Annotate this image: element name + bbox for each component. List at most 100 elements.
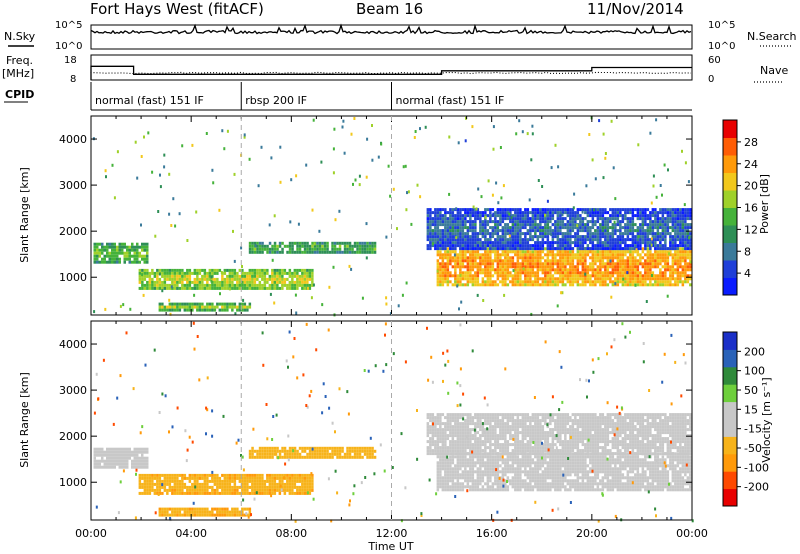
power-echo-cell-5: [671, 220, 675, 224]
power-echo-cell-4: [654, 274, 657, 278]
power-echo-cell-3: [196, 302, 199, 306]
velocity-echo-cell-4: [484, 455, 487, 459]
power-echo-cell-4: [521, 280, 525, 284]
power-echo-cell-1: [306, 283, 309, 287]
power-echo-cell-5: [576, 247, 580, 251]
power-echo-cell-4: [539, 253, 542, 257]
power-echo-cell-2: [311, 241, 314, 245]
power-echo-cell-1: [163, 271, 167, 275]
power-scatter-cell: [492, 147, 495, 151]
power-echo-cell-5: [451, 235, 455, 239]
power-echo-cell-4: [639, 256, 642, 260]
power-echo-cell-5: [681, 235, 685, 239]
velocity-echo-cell-1: [218, 491, 222, 495]
power-echo-cell-4: [511, 259, 515, 263]
power-echo-cell-5: [526, 232, 530, 236]
power-echo-cell-5: [671, 214, 675, 218]
power-echo-cell-5: [646, 241, 650, 245]
power-scatter-cell: [358, 183, 361, 187]
power-echo-cell-5: [556, 244, 560, 248]
power-scatter-cell: [459, 273, 462, 277]
power-echo-cell-2: [248, 241, 252, 245]
power-echo-cell-5: [471, 226, 475, 230]
power-echo-cell-4: [639, 259, 642, 263]
power-echo-cell-4: [549, 262, 552, 266]
power-echo-cell-5: [599, 238, 602, 242]
power-echo-cell-4: [681, 283, 685, 287]
power-echo-cell-1: [228, 268, 232, 272]
power-echo-cell-5: [651, 208, 655, 212]
velocity-echo-cell-1: [178, 473, 182, 477]
power-echo-cell-1: [166, 271, 169, 275]
power-echo-cell-1: [228, 283, 232, 287]
power-echo-cell-0: [123, 260, 126, 264]
power-echo-cell-4: [504, 259, 507, 263]
velocity-echo-cell-2: [283, 455, 287, 459]
power-echo-cell-4: [571, 271, 575, 275]
power-echo-cell-4: [634, 265, 637, 269]
power-echo-cell-2: [331, 247, 334, 251]
power-echo-cell-5: [669, 217, 672, 221]
velocity-echo-cell-4: [476, 467, 480, 471]
power-echo-cell-5: [621, 247, 625, 251]
velocity-echo-cell-4: [491, 455, 495, 459]
power-echo-cell-5: [589, 247, 592, 251]
power-echo-cell-4: [489, 274, 492, 278]
power-echo-cell-5: [539, 208, 542, 212]
power-echo-cell-5: [661, 232, 665, 236]
power-echo-cell-5: [644, 220, 647, 224]
power-scatter-cell: [170, 224, 173, 227]
velocity-echo-cell-0: [111, 456, 114, 460]
power-echo-cell-4: [591, 274, 595, 278]
power-scatter-cell: [168, 172, 171, 176]
power-echo-cell-4: [571, 259, 575, 263]
power-scatter-cell: [147, 131, 150, 135]
power-echo-cell-4: [681, 280, 685, 284]
power-echo-cell-5: [536, 214, 540, 218]
power-scatter-cell: [348, 264, 351, 268]
power-echo-cell-2: [338, 241, 342, 245]
power-echo-cell-4: [611, 256, 615, 260]
power-echo-cell-4: [509, 256, 512, 260]
power-echo-cell-4: [631, 262, 635, 266]
power-echo-cell-1: [263, 283, 267, 287]
velocity-echo-cell-1: [266, 488, 269, 492]
power-scatter-cell: [122, 303, 125, 307]
power-echo-cell-5: [524, 220, 527, 224]
power-echo-cell-4: [601, 265, 605, 269]
power-echo-cell-4: [471, 268, 475, 272]
power-echo-cell-4: [441, 259, 445, 263]
power-echo-cell-5: [584, 211, 587, 215]
power-scatter-cell: [260, 145, 263, 149]
power-echo-cell-4: [446, 268, 450, 272]
power-echo-cell-1: [298, 280, 302, 284]
power-echo-cell-4: [574, 271, 577, 275]
velocity-echo-cell-1: [198, 482, 202, 486]
power-echo-cell-4: [681, 259, 685, 263]
power-echo-cell-5: [676, 235, 680, 239]
power-echo-cell-1: [268, 283, 272, 287]
velocity-echo-cell-1: [156, 485, 159, 489]
velocity-echo-cell-1: [256, 479, 259, 483]
power-echo-cell-5: [481, 241, 485, 245]
velocity-echo-cell-1: [163, 479, 167, 483]
power-echo-cell-5: [629, 217, 632, 221]
velocity-echo-cell-3: [176, 507, 179, 511]
power-echo-cell-1: [211, 268, 214, 272]
power-echo-cell-5: [571, 211, 575, 215]
power-echo-cell-5: [616, 223, 620, 227]
power-echo-cell-1: [153, 280, 157, 284]
velocity-echo-cell-0: [136, 459, 139, 463]
power-echo-cell-2: [296, 250, 299, 254]
velocity-echo-cell-1: [298, 488, 302, 492]
power-echo-cell-4: [466, 274, 470, 278]
power-echo-cell-4: [639, 262, 642, 266]
power-echo-cell-4: [684, 262, 687, 266]
power-echo-cell-5: [651, 211, 655, 215]
velocity-echo-cell-3: [191, 513, 194, 517]
power-echo-cell-4: [439, 283, 442, 287]
power-echo-cell-5: [461, 247, 465, 251]
power-echo-cell-5: [454, 247, 457, 251]
power-echo-cell-3: [196, 308, 199, 312]
velocity-echo-cell-4: [534, 464, 537, 468]
